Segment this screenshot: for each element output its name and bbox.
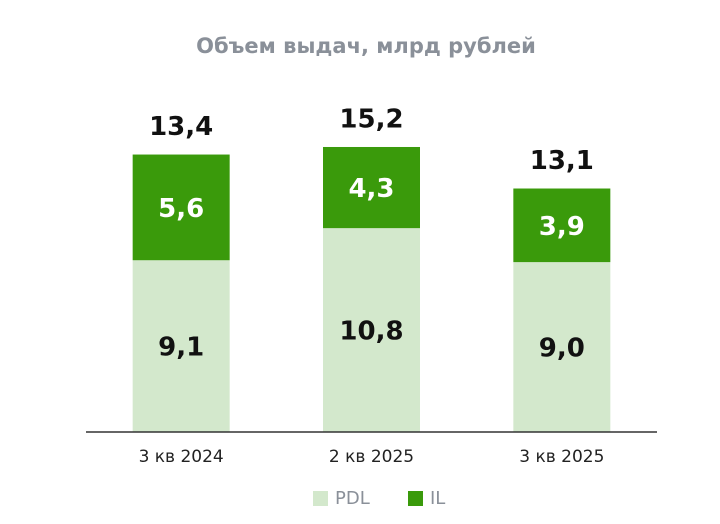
legend-label: IL [430, 488, 445, 509]
bar-segment [132, 260, 230, 432]
data-label: 4,3 [348, 174, 394, 204]
total-label: 13,4 [149, 112, 213, 142]
data-label: 10,8 [339, 317, 403, 347]
data-label: 5,6 [158, 194, 204, 224]
legend-swatch [408, 491, 423, 506]
bar-segment [513, 188, 611, 263]
total-label: 15,2 [339, 104, 403, 134]
data-label: 9,0 [539, 334, 585, 364]
bar-segment [323, 146, 420, 229]
total-label: 13,1 [530, 146, 594, 176]
bar-segment [323, 228, 420, 432]
legend-swatch [313, 491, 328, 506]
x-tick-label: 2 кв 2025 [329, 447, 414, 467]
chart-title: Объем выдач, млрд рублей [196, 34, 536, 58]
legend-label: PDL [335, 488, 370, 509]
x-tick-label: 3 кв 2024 [139, 447, 224, 467]
bar-segment [513, 262, 611, 432]
bar-segment [132, 154, 230, 261]
data-label: 3,9 [539, 212, 585, 242]
x-tick-label: 3 кв 2025 [519, 447, 604, 467]
data-label: 9,1 [158, 333, 204, 363]
